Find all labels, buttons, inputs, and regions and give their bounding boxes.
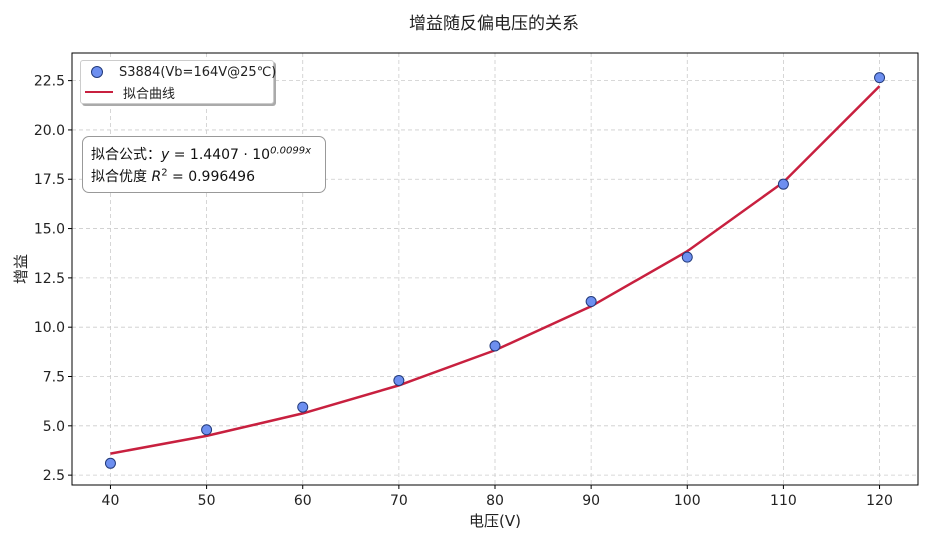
fit-annotation: 拟合公式：y = 1.4407 · 100.0099x 拟合优度 R2 = 0.…: [82, 136, 326, 193]
x-tick-label: 60: [294, 493, 312, 509]
data-point: [585, 296, 597, 308]
data-point: [297, 401, 309, 413]
legend-label-data: S3884(Vb=164V@25℃): [119, 64, 277, 80]
x-tick-label: 80: [486, 493, 504, 509]
formula-exponent: 0.0099x: [270, 145, 312, 157]
data-point: [104, 457, 116, 469]
x-tick-label: 50: [198, 493, 216, 509]
r2-label: 拟合优度: [91, 169, 152, 185]
y-tick-label: 17.5: [34, 172, 65, 188]
formula-var: y: [161, 147, 170, 163]
y-tick-label: 10.0: [34, 320, 65, 336]
r2-exponent: 2: [161, 167, 168, 179]
r2-value: = 0.996496: [167, 169, 255, 185]
y-tick-label: 5.0: [43, 419, 65, 435]
fit-formula: 拟合公式：y = 1.4407 · 100.0099x: [91, 144, 311, 164]
y-tick-label: 15.0: [34, 222, 65, 238]
legend-item-data: S3884(Vb=164V@25℃): [81, 62, 276, 82]
formula-label: 拟合公式：: [91, 147, 161, 163]
data-point: [489, 340, 501, 352]
y-tick-label: 12.5: [34, 271, 65, 287]
x-tick-label: 110: [770, 493, 797, 509]
data-point: [777, 178, 789, 190]
plot-frame: [71, 52, 919, 486]
x-tick-label: 70: [390, 493, 408, 509]
data-point: [681, 251, 693, 263]
data-point: [393, 374, 405, 386]
x-tick-label: 120: [866, 493, 893, 509]
legend-line-icon: [85, 91, 113, 93]
chart-title: 增益随反偏电压的关系: [409, 14, 579, 34]
legend-marker-icon: [91, 66, 103, 78]
legend-label-fit: 拟合曲线: [123, 86, 176, 102]
y-tick-label: 2.5: [43, 468, 65, 484]
y-tick-label: 22.5: [34, 74, 65, 90]
y-tick-label: 20.0: [34, 123, 65, 139]
legend: S3884(Vb=164V@25℃) 拟合曲线: [80, 60, 276, 104]
formula-body: = 1.4407 · 10: [169, 147, 271, 163]
x-tick-label: 100: [674, 493, 701, 509]
data-point: [874, 72, 886, 84]
x-axis-label: 电压(V): [469, 512, 521, 530]
y-axis-label: 增益: [12, 254, 30, 284]
data-point: [201, 424, 213, 436]
x-tick-label: 40: [102, 493, 120, 509]
fit-r2: 拟合优度 R2 = 0.996496: [91, 166, 255, 186]
x-tick-label: 90: [582, 493, 600, 509]
y-tick-label: 7.5: [43, 370, 65, 386]
r2-var: R: [151, 169, 162, 185]
legend-item-fit: 拟合曲线: [81, 82, 175, 102]
